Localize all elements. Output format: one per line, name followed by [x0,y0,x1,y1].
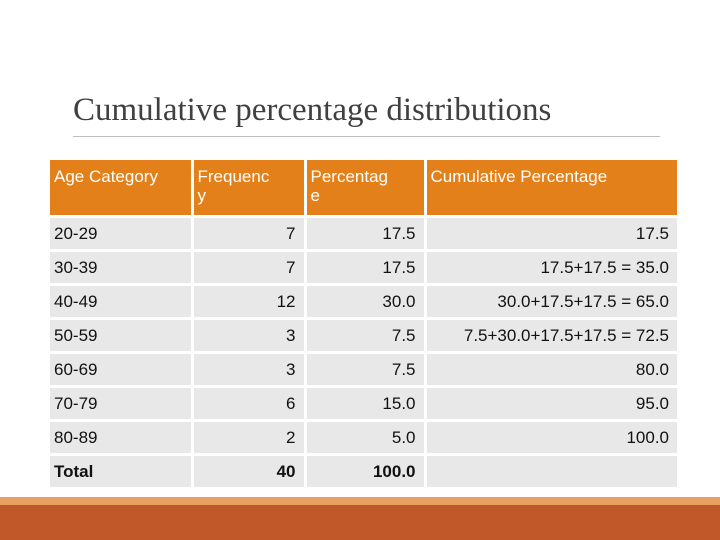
table-cell [425,453,677,487]
table-cell: 50-59 [50,317,194,353]
header-cell: Cumulative Percentage [425,160,677,217]
table-cell: 3 [192,351,307,387]
table-cell: 5.0 [305,419,427,455]
header-cell: Percentage [305,160,427,217]
table-cell: 80-89 [50,419,194,455]
table-cell: 60-69 [50,351,194,387]
table-row: 70-79 6 15.0 95.0 [50,385,677,421]
table-cell: 17.5 [425,215,677,251]
table-cell: 100.0 [425,419,677,455]
table-cell: 3 [192,317,307,353]
table-cell: 17.5 [305,249,427,285]
table-cell: Total [50,453,194,487]
table-cell: 30-39 [50,249,194,285]
table-row: 20-29 7 17.5 17.5 [50,215,677,251]
table-body: 20-29 7 17.5 17.5 30-39 7 17.5 17.5+17.5 = 35.0… [50,215,677,487]
table-cell: 7 [192,215,307,251]
table-cell: 7.5+30.0+17.5+17.5 = 72.5 [425,317,677,353]
footer-band [0,505,720,540]
table-cell: 15.0 [305,385,427,421]
table-row: 80-89 2 5.0 100.0 [50,419,677,455]
table-row: 50-59 3 7.5 7.5+30.0+17.5+17.5 = 72.5 [50,317,677,353]
table-cell: 70-79 [50,385,194,421]
table-row: 40-49 12 30.0 30.0+17.5+17.5 = 65.0 [50,283,677,319]
table-cell: 30.0 [305,283,427,319]
distribution-table: Age Category Frequency Percentage Cumulativ… [50,160,677,487]
title-rule [73,136,660,137]
table-cell: 17.5+17.5 = 35.0 [425,249,677,285]
table-cell: 100.0 [305,453,427,487]
table-row: Total 40 100.0 [50,453,677,487]
table-cell: 30.0+17.5+17.5 = 65.0 [425,283,677,319]
table-cell: 7 [192,249,307,285]
slide-title: Cumulative percentage distributions [73,92,552,128]
table-cell: 40-49 [50,283,194,319]
table-cell: 7.5 [305,317,427,353]
header-row: Age Category Frequency Percentage Cumulativ… [50,160,677,217]
table-cell: 7.5 [305,351,427,387]
table-cell: 17.5 [305,215,427,251]
table-row: 60-69 3 7.5 80.0 [50,351,677,387]
footer-stripe [0,497,720,505]
table-cell: 95.0 [425,385,677,421]
header-cell: Age Category [50,160,194,217]
table-cell: 6 [192,385,307,421]
table-cell: 80.0 [425,351,677,387]
header-cell: Frequency [192,160,307,217]
table-cell: 40 [192,453,307,487]
table-row: 30-39 7 17.5 17.5+17.5 = 35.0 [50,249,677,285]
table-cell: 20-29 [50,215,194,251]
table-cell: 12 [192,283,307,319]
table-cell: 2 [192,419,307,455]
